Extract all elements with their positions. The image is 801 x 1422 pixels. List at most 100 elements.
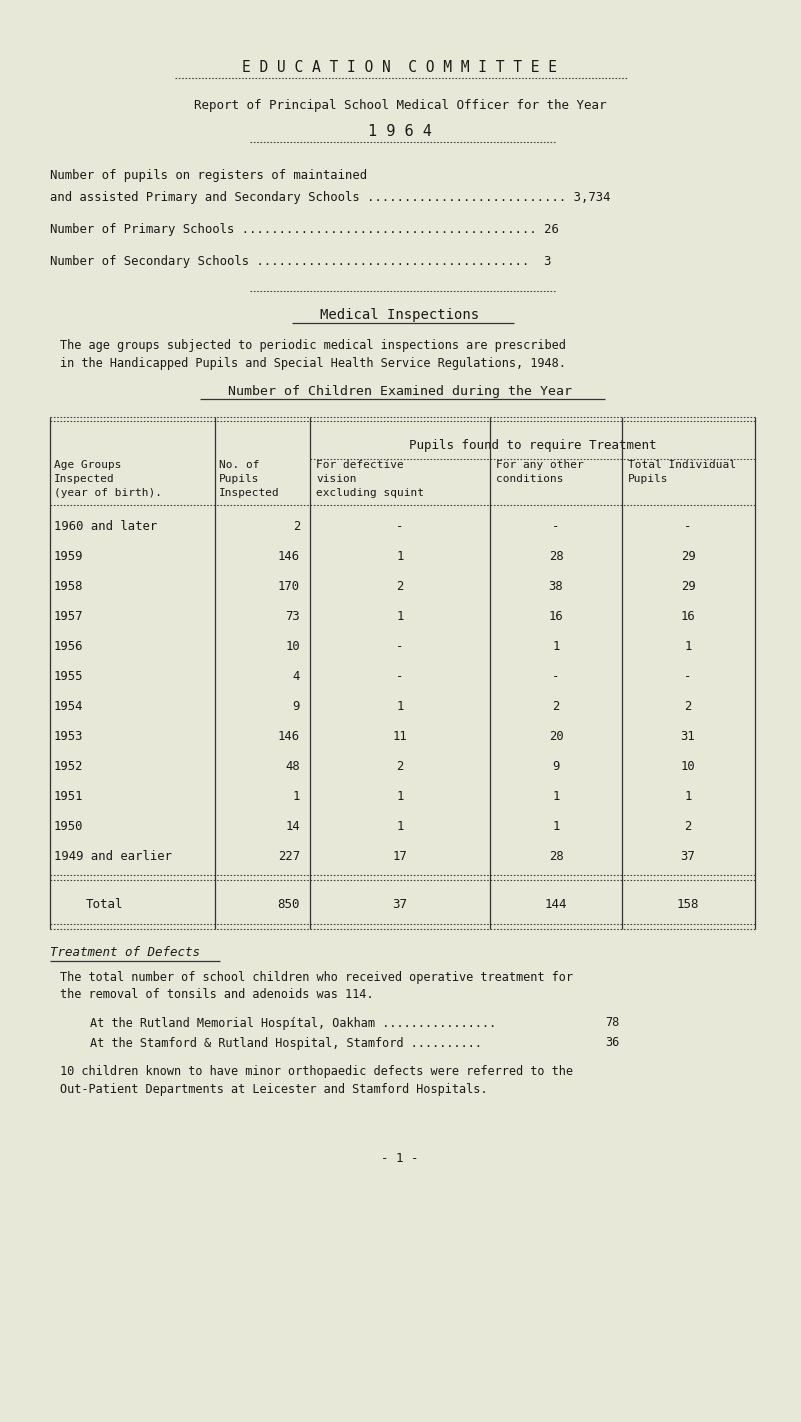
Text: Age Groups: Age Groups: [54, 459, 122, 471]
Text: 1: 1: [396, 791, 404, 803]
Text: 29: 29: [681, 550, 695, 563]
Text: -: -: [396, 671, 404, 684]
Text: 1: 1: [292, 791, 300, 803]
Text: - 1 -: - 1 -: [381, 1152, 419, 1166]
Text: Number of Children Examined during the Year: Number of Children Examined during the Y…: [228, 384, 572, 398]
Text: 1: 1: [553, 640, 560, 654]
Text: 16: 16: [681, 610, 695, 623]
Text: 48: 48: [285, 761, 300, 774]
Text: No. of: No. of: [219, 459, 260, 471]
Text: The age groups subjected to periodic medical inspections are prescribed: The age groups subjected to periodic med…: [60, 338, 566, 351]
Text: 2: 2: [553, 701, 560, 714]
Text: 1956: 1956: [54, 640, 83, 654]
Text: in the Handicapped Pupils and Special Health Service Regulations, 1948.: in the Handicapped Pupils and Special He…: [60, 357, 566, 370]
Text: 1954: 1954: [54, 701, 83, 714]
Text: 78: 78: [606, 1017, 620, 1030]
Text: 144: 144: [545, 897, 567, 910]
Text: 73: 73: [285, 610, 300, 623]
Text: For any other: For any other: [496, 459, 584, 471]
Text: -: -: [553, 671, 560, 684]
Text: Total: Total: [87, 897, 123, 910]
Text: Treatment of Defects: Treatment of Defects: [50, 947, 200, 960]
Text: Number of Primary Schools ........................................ 26: Number of Primary Schools ..............…: [50, 222, 559, 236]
Text: 1951: 1951: [54, 791, 83, 803]
Text: -: -: [553, 520, 560, 533]
Text: 10: 10: [285, 640, 300, 654]
Text: 1959: 1959: [54, 550, 83, 563]
Text: For defective: For defective: [316, 459, 404, 471]
Text: 1 9 6 4: 1 9 6 4: [368, 125, 432, 139]
Text: 170: 170: [278, 580, 300, 593]
Text: 1: 1: [684, 791, 692, 803]
Text: -: -: [396, 640, 404, 654]
Text: 1952: 1952: [54, 761, 83, 774]
Text: 28: 28: [549, 550, 563, 563]
Text: Pupils found to require Treatment: Pupils found to require Treatment: [409, 438, 656, 452]
Text: 10: 10: [681, 761, 695, 774]
Text: 20: 20: [549, 731, 563, 744]
Text: Number of Secondary Schools .....................................  3: Number of Secondary Schools ............…: [50, 255, 552, 267]
Text: 1: 1: [396, 820, 404, 833]
Text: 1: 1: [553, 791, 560, 803]
Text: 11: 11: [392, 731, 408, 744]
Text: 37: 37: [392, 897, 408, 910]
Text: 158: 158: [677, 897, 699, 910]
Text: 2: 2: [396, 761, 404, 774]
Text: 38: 38: [549, 580, 563, 593]
Text: 227: 227: [278, 850, 300, 863]
Text: excluding squint: excluding squint: [316, 488, 424, 498]
Text: Pupils: Pupils: [219, 474, 260, 483]
Text: vision: vision: [316, 474, 356, 483]
Text: 2: 2: [396, 580, 404, 593]
Text: 31: 31: [681, 731, 695, 744]
Text: 29: 29: [681, 580, 695, 593]
Text: 2: 2: [684, 820, 692, 833]
Text: At the Stamford & Rutland Hospital, Stamford ..........: At the Stamford & Rutland Hospital, Stam…: [90, 1037, 482, 1049]
Text: the removal of tonsils and adenoids was 114.: the removal of tonsils and adenoids was …: [60, 988, 373, 1001]
Text: 1953: 1953: [54, 731, 83, 744]
Text: 1949 and earlier: 1949 and earlier: [54, 850, 172, 863]
Text: -: -: [684, 520, 692, 533]
Text: 1: 1: [396, 610, 404, 623]
Text: 850: 850: [277, 897, 300, 910]
Text: 1955: 1955: [54, 671, 83, 684]
Text: 2: 2: [292, 520, 300, 533]
Text: E D U C A T I O N  C O M M I T T E E: E D U C A T I O N C O M M I T T E E: [243, 61, 557, 75]
Text: Out-Patient Departments at Leicester and Stamford Hospitals.: Out-Patient Departments at Leicester and…: [60, 1082, 488, 1095]
Text: and assisted Primary and Secondary Schools ........................... 3,734: and assisted Primary and Secondary Schoo…: [50, 191, 610, 203]
Text: -: -: [684, 671, 692, 684]
Text: 1: 1: [684, 640, 692, 654]
Text: 1950: 1950: [54, 820, 83, 833]
Text: The total number of school children who received operative treatment for: The total number of school children who …: [60, 970, 573, 984]
Text: -: -: [396, 520, 404, 533]
Text: conditions: conditions: [496, 474, 563, 483]
Text: 37: 37: [681, 850, 695, 863]
Text: 10 children known to have minor orthopaedic defects were referred to the: 10 children known to have minor orthopae…: [60, 1065, 573, 1078]
Text: 36: 36: [606, 1037, 620, 1049]
Text: Medical Inspections: Medical Inspections: [320, 309, 480, 321]
Text: 1960 and later: 1960 and later: [54, 520, 157, 533]
Text: 28: 28: [549, 850, 563, 863]
Text: 16: 16: [549, 610, 563, 623]
Text: 14: 14: [285, 820, 300, 833]
Text: 2: 2: [684, 701, 692, 714]
Text: At the Rutland Memorial Hospítal, Oakham ................: At the Rutland Memorial Hospítal, Oakham…: [90, 1017, 496, 1030]
Text: 1957: 1957: [54, 610, 83, 623]
Text: Inspected: Inspected: [219, 488, 280, 498]
Text: 1: 1: [553, 820, 560, 833]
Text: 1: 1: [396, 701, 404, 714]
Text: Report of Principal School Medical Officer for the Year: Report of Principal School Medical Offic…: [194, 98, 606, 111]
Text: 1958: 1958: [54, 580, 83, 593]
Text: 4: 4: [292, 671, 300, 684]
Text: Pupils: Pupils: [628, 474, 669, 483]
Text: Number of pupils on registers of maintained: Number of pupils on registers of maintai…: [50, 168, 367, 182]
Text: 9: 9: [292, 701, 300, 714]
Text: 146: 146: [278, 731, 300, 744]
Text: 9: 9: [553, 761, 560, 774]
Text: (year of birth).: (year of birth).: [54, 488, 162, 498]
Text: 146: 146: [278, 550, 300, 563]
Text: Total Individual: Total Individual: [628, 459, 736, 471]
Text: Inspected: Inspected: [54, 474, 115, 483]
Text: 1: 1: [396, 550, 404, 563]
Text: 17: 17: [392, 850, 408, 863]
